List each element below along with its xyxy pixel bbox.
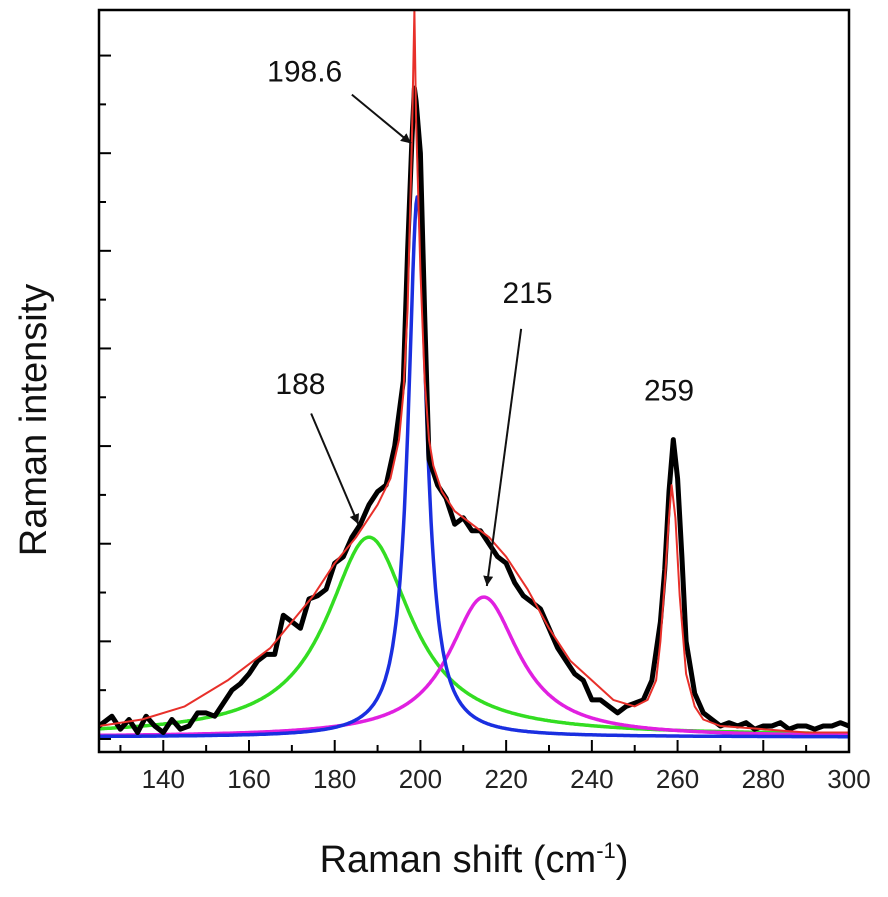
y-axis bbox=[99, 54, 111, 740]
x-tick-label: 300 bbox=[827, 764, 870, 794]
annotation-arrow bbox=[351, 93, 412, 145]
x-tick-label: 140 bbox=[142, 764, 185, 794]
annotation-label: 259 bbox=[644, 375, 694, 408]
y-axis-title: Raman intensity bbox=[13, 284, 55, 556]
x-tick-label: 240 bbox=[570, 764, 613, 794]
x-tick-label: 280 bbox=[742, 764, 785, 794]
x-tick-label: 220 bbox=[484, 764, 527, 794]
series-peak-198-6 bbox=[99, 195, 849, 739]
annotation-label: 215 bbox=[503, 277, 553, 310]
series-layer bbox=[99, 10, 849, 739]
series-peak-188 bbox=[99, 535, 849, 736]
annotation-arrow bbox=[310, 413, 360, 525]
x-tick-label: 160 bbox=[227, 764, 270, 794]
annotation-label: 198.6 bbox=[267, 56, 342, 89]
x-axis: 140 160 180 200 220 240 260 280 300 bbox=[119, 740, 871, 794]
plot-frame bbox=[97, 8, 851, 754]
annotation-label: 188 bbox=[275, 368, 325, 401]
annotation-layer: 198.6 188 215 259 bbox=[267, 56, 694, 587]
x-axis-title: Raman shift (cm-1) bbox=[320, 838, 629, 881]
series-fit-envelope bbox=[99, 10, 849, 734]
series-peak-215 bbox=[99, 595, 849, 738]
x-tick-label: 260 bbox=[656, 764, 699, 794]
x-tick-label: 180 bbox=[313, 764, 356, 794]
series-measured bbox=[99, 85, 849, 735]
x-tick-label: 200 bbox=[399, 764, 442, 794]
annotation-arrow bbox=[483, 328, 523, 587]
